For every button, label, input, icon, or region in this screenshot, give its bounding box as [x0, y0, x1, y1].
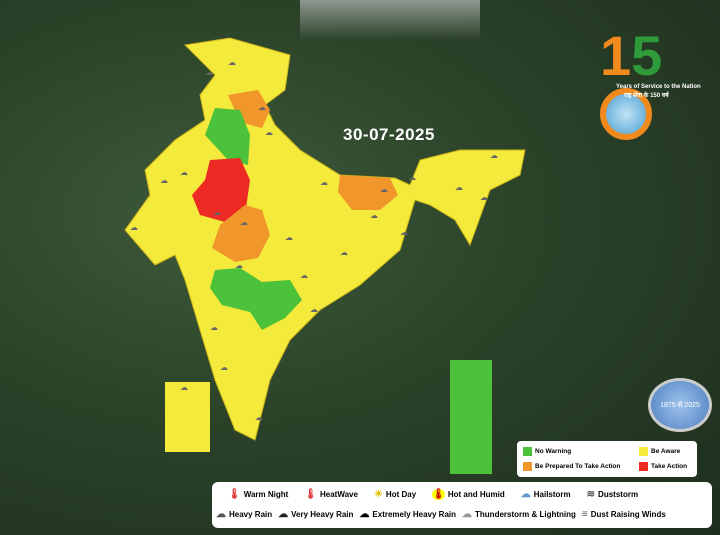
andaman-no-warning	[450, 360, 492, 474]
svg-text:☁: ☁	[285, 233, 293, 242]
sky	[300, 0, 480, 40]
hot-humid-icon: 🌡	[432, 489, 445, 500]
rain-symbols: ☁ ☁ ☁ ☁ ☁ ☁ ☁ ☁ ☁ ☁ ☁ ☁ ☁ ☁ ☁ ☁ ☁ ☁ ☁ ☁ ☁ ☁ ☁ ☁ ☁ ☁	[130, 58, 498, 422]
svg-text:☁: ☁	[180, 168, 188, 177]
svg-text:☁: ☁	[210, 323, 218, 332]
region-no-warning-punjab	[205, 108, 250, 165]
svg-text:☁: ☁	[255, 413, 263, 422]
svg-text:☁: ☁	[160, 176, 168, 185]
legend-label: Thunderstorm & Lightning	[475, 510, 576, 519]
seal-text: 1875 से 2025	[660, 401, 700, 409]
duststorm-icon: ≋	[586, 489, 596, 500]
svg-text:☁: ☁	[400, 228, 408, 237]
thunderstorm-icon: ☁	[462, 509, 473, 520]
svg-text:☁: ☁	[220, 363, 228, 372]
svg-text:☁: ☁	[228, 58, 236, 67]
logo-number: 15	[600, 28, 706, 140]
logo-hindi-tagline: राष्ट्र सेवा के 150 वर्ष	[624, 93, 669, 99]
svg-text:☁: ☁	[213, 208, 221, 217]
legend-label: Dust Raising Winds	[590, 510, 666, 519]
legend-label: Hot and Humid	[447, 490, 505, 499]
swatch-green	[523, 447, 532, 456]
label-be-aware: Be Aware	[651, 448, 681, 455]
legend-label: Hailstorm	[533, 490, 571, 499]
imd-seal: 1875 से 2025	[648, 378, 712, 432]
legend-label: Extremely Heavy Rain	[372, 510, 457, 519]
svg-text:☁: ☁	[320, 178, 328, 187]
svg-text:☁: ☁	[180, 383, 188, 392]
svg-text:☁: ☁	[130, 223, 138, 232]
svg-text:☁: ☁	[235, 261, 243, 270]
dust-raising-winds-icon: ≡	[581, 509, 588, 520]
svg-text:☁: ☁	[340, 248, 348, 257]
logo-tagline: Years of Service to the Nation	[616, 84, 701, 90]
svg-text:☁: ☁	[490, 151, 498, 160]
forecast-date: 30-07-2025	[343, 125, 435, 144]
svg-text:☁: ☁	[370, 211, 378, 220]
heatwave-icon: 🌡	[304, 489, 317, 500]
lakshadweep-be-aware	[165, 382, 210, 452]
legend-label: HeatWave	[320, 490, 358, 499]
svg-text:☁: ☁	[455, 183, 463, 192]
warning-legend: No Warning Be Aware Be Prepared To Take …	[517, 441, 697, 477]
region-no-warning-telangana	[210, 268, 302, 330]
heavy-rain-icon: ☁	[216, 509, 226, 520]
legend-label: Warm Night	[243, 490, 289, 499]
hot-day-icon: ☀	[373, 489, 383, 500]
svg-text:☁: ☁	[265, 128, 273, 137]
legend-label: Heavy Rain	[229, 510, 273, 519]
label-no-warning: No Warning	[535, 448, 572, 455]
region-be-prepared-mp	[212, 205, 270, 262]
legend-label: Duststorm	[598, 490, 639, 499]
swatch-red	[639, 462, 648, 471]
swatch-yellow	[639, 447, 648, 456]
symbol-legend: 🌡 Warm Night 🌡 HeatWave ☀ Hot Day 🌡 Hot and …	[212, 482, 712, 528]
svg-text:☁: ☁	[408, 173, 416, 182]
svg-text:☁: ☁	[240, 218, 248, 227]
label-take-action: Take Action	[651, 463, 688, 470]
extremely-heavy-rain-icon: ☁	[359, 509, 370, 520]
svg-text:☁: ☁	[258, 103, 266, 112]
imd-150-logo: 15 Years of Service to the Nation राष्ट्…	[598, 28, 706, 140]
svg-text:☁: ☁	[300, 271, 308, 280]
hailstorm-icon: ☁	[520, 489, 531, 500]
svg-text:☁: ☁	[380, 185, 388, 194]
very-heavy-rain-icon: ☁	[278, 509, 289, 520]
legend-label: Hot Day	[385, 490, 417, 499]
svg-text:☁: ☁	[480, 193, 488, 202]
label-be-prepared: Be Prepared To Take Action	[535, 463, 621, 470]
svg-text:☁: ☁	[310, 305, 318, 314]
swatch-orange	[523, 462, 532, 471]
warm-night-icon: 🌡	[228, 489, 241, 500]
legend-label: Very Heavy Rain	[291, 510, 354, 519]
region-take-action-rajasthan	[192, 158, 250, 222]
region-be-prepared-bihar	[338, 175, 398, 210]
svg-text:☁: ☁	[205, 68, 213, 77]
